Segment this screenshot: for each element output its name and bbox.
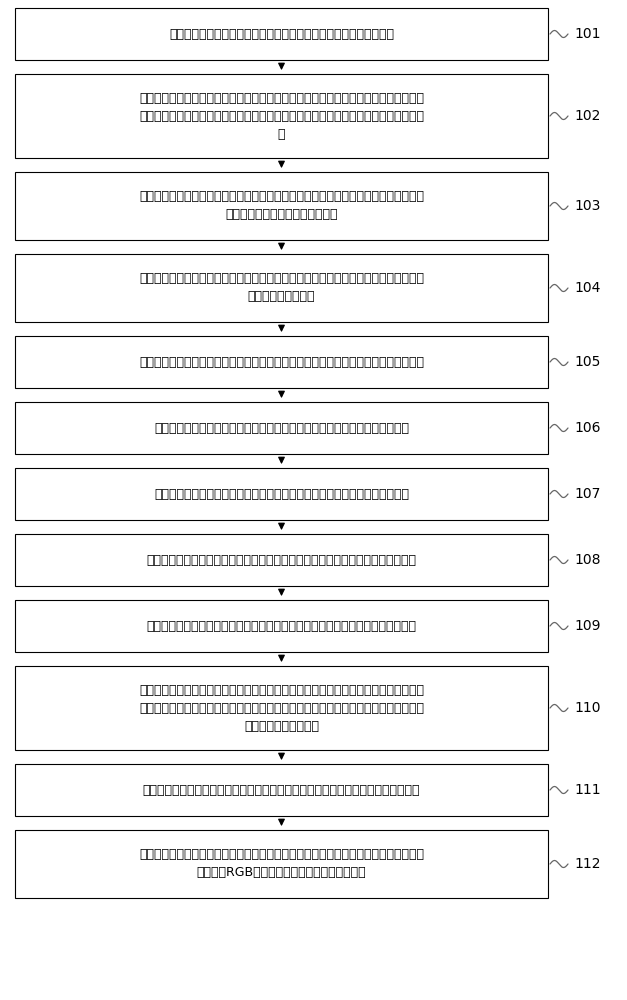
Bar <box>15 254 548 322</box>
Text: 109: 109 <box>574 619 601 633</box>
Bar <box>15 402 548 454</box>
Text: 102: 102 <box>574 109 601 123</box>
Text: 根据确定的沉积微相类型和确定的响应振幅，建立沉积微相与响应振幅之间的关系: 根据确定的沉积微相类型和确定的响应振幅，建立沉积微相与响应振幅之间的关系 <box>147 619 416 633</box>
Text: 108: 108 <box>574 553 601 567</box>
Text: 以所述多口井中每口井的目的层的储层底界作为分析界面，在地震剖面中向上第一预定
时间、向下第二预定时间作为分析时窗进行调谐分析，以确定每口井的目的层的响应频
率: 以所述多口井中每口井的目的层的储层底界作为分析界面，在地震剖面中向上第一预定 时… <box>139 92 424 140</box>
Text: 根据所述三个融合频率各自对应的沉积微相和各自对应的融合振幅范围对所述三个融合
频率进行RGB融合，得到薄层沉积微相反演结果: 根据所述三个融合频率各自对应的沉积微相和各自对应的融合振幅范围对所述三个融合 频… <box>139 848 424 880</box>
Text: 沿所述多口井中每口井的目的层在单频体数据中提取最大振幅值，根据所述最大振幅值
在每口井的对应位置读取响应振幅: 沿所述多口井中每口井的目的层在单频体数据中提取最大振幅值，根据所述最大振幅值 在… <box>139 190 424 222</box>
Text: 101: 101 <box>574 27 601 41</box>
Bar <box>15 8 548 60</box>
Text: 112: 112 <box>574 857 601 871</box>
Bar <box>15 534 548 586</box>
Text: 104: 104 <box>574 281 601 295</box>
Bar <box>15 600 548 652</box>
Text: 根据确定的沉积微相类型和确定的响应频率，建立沉积微相与响应频率之间的关系: 根据确定的沉积微相类型和确定的响应频率，建立沉积微相与响应频率之间的关系 <box>147 554 416 566</box>
Text: 在工区中选择多口井，确定所述多口井中每口井的目的层的储层厚度: 在工区中选择多口井，确定所述多口井中每口井的目的层的储层厚度 <box>169 27 394 40</box>
Text: 确定所述多口井中每口井在井点处的沉积微相类型，可以通过微相沉积分析方法确定井
点处的沉积微相类型: 确定所述多口井中每口井在井点处的沉积微相类型，可以通过微相沉积分析方法确定井 点… <box>139 272 424 304</box>
Text: 107: 107 <box>574 487 601 501</box>
Text: 根据确定的储层厚度和确定的响应频率，建立储层厚度与响应频率之间的关系: 根据确定的储层厚度和确定的响应频率，建立储层厚度与响应频率之间的关系 <box>154 422 409 434</box>
Text: 110: 110 <box>574 701 601 715</box>
Text: 106: 106 <box>574 421 601 435</box>
Text: 105: 105 <box>574 355 601 369</box>
Bar <box>15 666 548 750</box>
Text: 111: 111 <box>574 783 601 797</box>
Text: 根据确定的储层厚度和确定的响应振幅，建立储层厚度与响应振幅之间的关系: 根据确定的储层厚度和确定的响应振幅，建立储层厚度与响应振幅之间的关系 <box>154 488 409 500</box>
Text: 根据所述沉积微相与储层厚度之间的关系、所述沉积微相与响应频率之间的关系、沉积
微相与响应振幅之间的关系以及所述储层厚度与响应频率之间的关系选择三个融合频率
和各: 根据所述沉积微相与储层厚度之间的关系、所述沉积微相与响应频率之间的关系、沉积 微… <box>139 684 424 732</box>
Bar <box>15 468 548 520</box>
Text: 根据所述储层厚度与响应频率之间的关系确定三个融合频率各自对应的融合振幅范围: 根据所述储层厚度与响应频率之间的关系确定三个融合频率各自对应的融合振幅范围 <box>143 784 420 796</box>
Text: 103: 103 <box>574 199 601 213</box>
Bar <box>15 336 548 388</box>
Bar <box>15 74 548 158</box>
Bar <box>15 172 548 240</box>
Bar <box>15 764 548 816</box>
Bar <box>15 830 548 898</box>
Text: 根据确定的沉积微相类型和确定的所述储层厚度，建立沉积微相与储层厚度之间的关系: 根据确定的沉积微相类型和确定的所述储层厚度，建立沉积微相与储层厚度之间的关系 <box>139 356 424 368</box>
